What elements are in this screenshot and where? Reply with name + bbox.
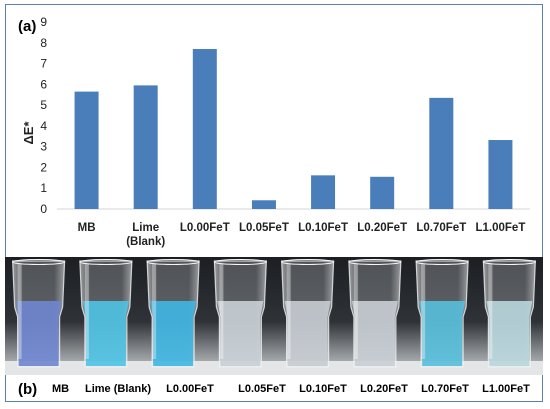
cuvette xyxy=(482,259,537,368)
x-tick-label: L0.10FeT xyxy=(298,222,348,234)
cuvette xyxy=(146,259,200,368)
photo-labels: MB Lime (Blank) L0.00FeT L0.05FeT L0.10FeT L0… xyxy=(0,380,550,398)
cuvettes xyxy=(11,259,537,368)
x-tick-label: L0.05FeT xyxy=(239,222,289,234)
cuvette xyxy=(11,259,66,368)
y-tick-label: 7 xyxy=(40,57,47,71)
photo-label: L0.00FeT xyxy=(166,383,214,395)
photo-label: L0.70FeT xyxy=(421,383,469,395)
cuvette-photo xyxy=(5,257,543,375)
cuvette-liquid xyxy=(284,301,331,366)
bar xyxy=(429,97,454,209)
cuvette-liquid xyxy=(419,301,466,366)
bar xyxy=(370,176,395,209)
x-tick-label: MB xyxy=(78,222,96,234)
y-tick-label: 3 xyxy=(40,140,47,154)
photo-label: L0.05FeT xyxy=(238,383,286,395)
y-axis-label: ΔE* xyxy=(21,121,36,145)
bar xyxy=(133,85,158,209)
photo-label: L0.20FeT xyxy=(360,383,408,395)
y-tick-label: 2 xyxy=(40,160,47,174)
panel-a-label: (a) xyxy=(18,18,37,35)
y-tick-label: 0 xyxy=(40,202,47,216)
cuvette xyxy=(415,259,469,368)
cuvette xyxy=(348,259,402,368)
bar xyxy=(192,49,217,210)
bar xyxy=(251,200,276,209)
x-tick-label: Lime (Blank) xyxy=(126,222,165,248)
x-tick-label: L1.00FeT xyxy=(476,222,526,234)
photo-label: Lime (Blank) xyxy=(84,383,152,395)
cuvette xyxy=(79,259,133,368)
x-tick-label: L0.00FeT xyxy=(180,222,230,234)
cuvette-liquid xyxy=(15,301,62,366)
photo-label: L1.00FeT xyxy=(482,383,530,395)
panel-b-label: (b) xyxy=(18,381,38,398)
cuvette xyxy=(213,259,268,368)
cuvette-liquid xyxy=(82,301,129,366)
bar xyxy=(311,175,336,209)
cuvette-liquid xyxy=(351,301,398,366)
photo-label: MB xyxy=(52,383,70,395)
y-axis: 0 1 2 3 4 5 6 7 8 9 xyxy=(40,15,530,216)
cuvette-liquid xyxy=(150,301,197,366)
photo-label: L0.10FeT xyxy=(299,383,347,395)
cuvette xyxy=(280,259,335,368)
bar xyxy=(74,91,99,209)
x-tick-label: L0.20FeT xyxy=(357,222,407,234)
bar xyxy=(488,140,513,209)
x-axis-labels: MB Lime (Blank) L0.00FeT L0.05FeT L0.10FeT L0.… xyxy=(78,222,526,248)
bars xyxy=(74,49,513,210)
y-tick-label: 5 xyxy=(40,98,47,112)
cuvette-liquid xyxy=(217,301,264,366)
cuvette-liquid xyxy=(486,301,533,366)
y-tick-label: 1 xyxy=(40,181,47,195)
y-tick-label: 4 xyxy=(40,119,47,133)
y-tick-label: 9 xyxy=(40,15,47,29)
x-tick-label: L0.70FeT xyxy=(416,222,466,234)
y-tick-label: 8 xyxy=(40,36,47,50)
bar-chart: 0 1 2 3 4 5 6 7 8 9 MB Lime (Blank) L0.00FeT L0.05FeT… xyxy=(21,15,530,248)
y-tick-label: 6 xyxy=(40,77,47,91)
